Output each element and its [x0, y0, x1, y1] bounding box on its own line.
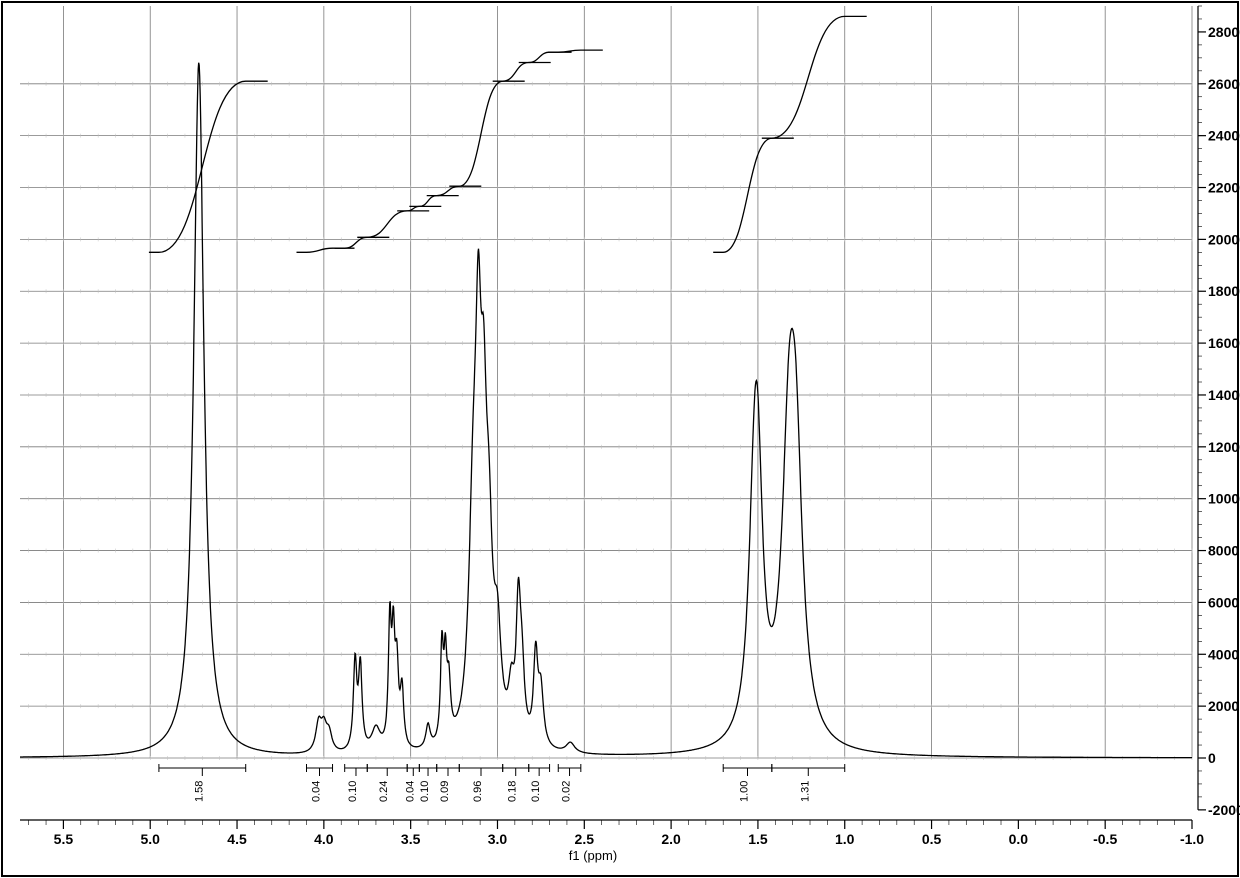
y-tick-label: 16000	[1208, 335, 1240, 351]
x-tick-label: 3.5	[401, 831, 421, 847]
x-tick-label: 0.5	[922, 831, 942, 847]
y-tick-label: 6000	[1208, 594, 1239, 610]
y-tick-label: 22000	[1208, 180, 1240, 196]
y-tick-label: 10000	[1208, 491, 1240, 507]
x-tick-label: 4.5	[227, 831, 247, 847]
x-tick-label: 1.0	[835, 831, 855, 847]
y-tick-label: 18000	[1208, 283, 1240, 299]
x-tick-label: 0.0	[1009, 831, 1029, 847]
integral-curve	[296, 248, 354, 252]
integral-value-label: 0.09	[439, 781, 451, 802]
y-tick-label: 4000	[1208, 646, 1239, 662]
integral-curve	[449, 81, 524, 186]
y-tick-label: 26000	[1208, 76, 1240, 92]
integral-value-label: 0.02	[561, 781, 573, 802]
x-tick-label: 2.0	[661, 831, 681, 847]
integral-curve	[519, 52, 572, 62]
y-tick-label: 20000	[1208, 231, 1240, 247]
x-tick-label: 4.0	[314, 831, 334, 847]
integral-curve	[335, 237, 390, 248]
integral-curve	[397, 206, 441, 211]
integral-value-label: 0.04	[311, 781, 323, 802]
x-tick-label: -0.5	[1093, 831, 1117, 847]
integral-curve	[493, 63, 551, 82]
integral-value-label: 1.00	[739, 781, 751, 802]
x-tick-label: 5.0	[140, 831, 160, 847]
spectrum-trace	[20, 63, 1192, 758]
integral-value-label: 0.10	[419, 781, 431, 802]
y-tick-label: -2000	[1208, 802, 1240, 818]
y-tick-label: 24000	[1208, 128, 1240, 144]
integral-curve	[762, 16, 867, 138]
y-tick-label: 28000	[1208, 24, 1240, 40]
y-tick-label: 8000	[1208, 543, 1239, 559]
x-tick-label: 2.5	[575, 831, 595, 847]
integral-value-label: 0.10	[347, 781, 359, 802]
y-tick-label: 0	[1208, 750, 1216, 766]
integral-curve	[713, 138, 794, 252]
x-tick-label: -1.0	[1180, 831, 1204, 847]
chart-svg: -2000 0 2000 4000 6000 8000 10000 12000 14000 160…	[0, 0, 1240, 878]
x-tick-label: 1.5	[748, 831, 768, 847]
integral-value-label: 1.31	[799, 781, 811, 802]
integral-curve	[357, 211, 429, 237]
integral-value-label: 0.18	[507, 781, 519, 802]
y-tick-label: 12000	[1208, 439, 1240, 455]
outer-frame	[2, 2, 1238, 876]
integral-value-label: 1.58	[193, 781, 205, 802]
integral-curve	[149, 81, 268, 252]
x-tick-label: 3.0	[488, 831, 508, 847]
integral-value-label: 0.10	[530, 781, 542, 802]
integral-curve	[548, 50, 603, 52]
integral-value-label: 0.24	[378, 781, 390, 802]
integral-curve	[409, 196, 458, 207]
integral-value-label: 0.04	[404, 781, 416, 802]
y-tick-label: 2000	[1208, 698, 1239, 714]
x-tick-label: 5.5	[54, 831, 74, 847]
nmr-spectrum-chart: -2000 0 2000 4000 6000 8000 10000 12000 14000 160…	[0, 0, 1240, 878]
x-axis-title: f1 (ppm)	[569, 848, 617, 863]
integral-value-label: 0.96	[472, 781, 484, 802]
y-tick-label: 14000	[1208, 387, 1240, 403]
